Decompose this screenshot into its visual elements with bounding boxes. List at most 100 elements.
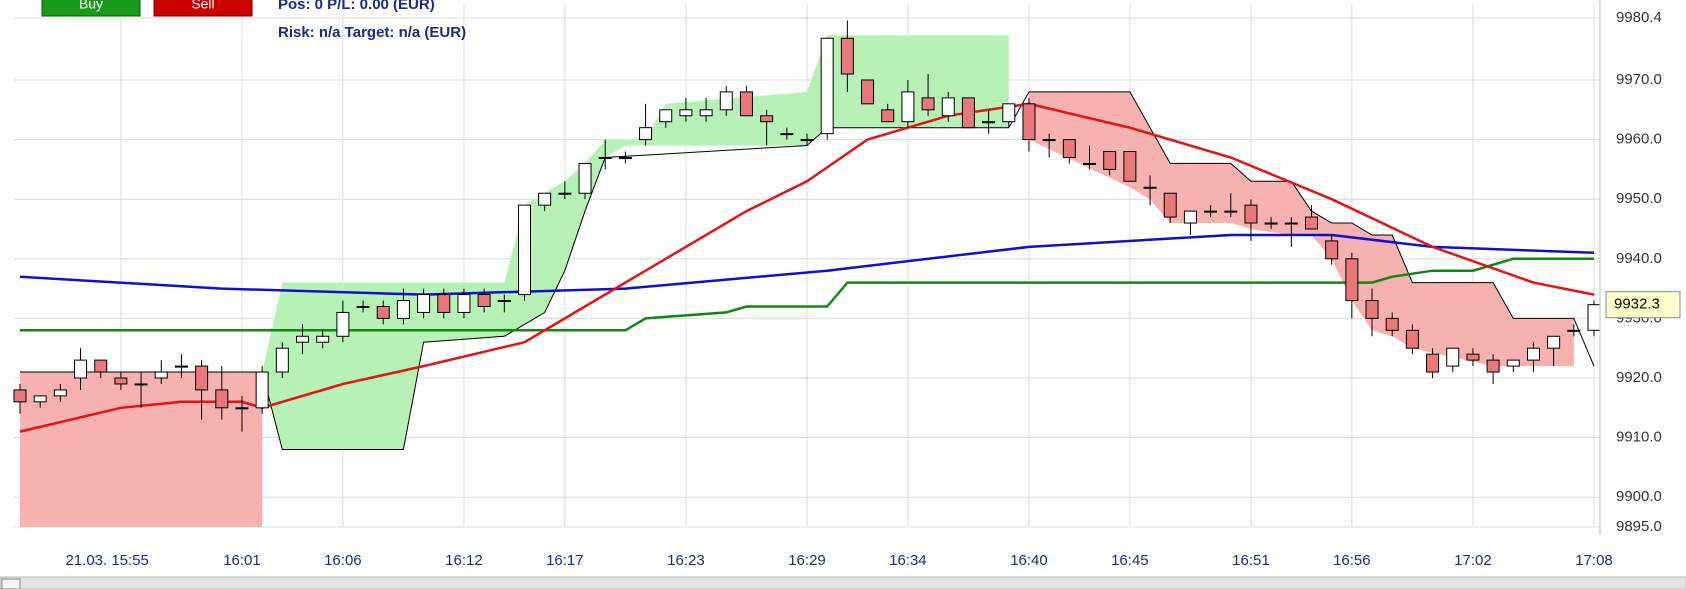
- candle-body: [982, 121, 996, 124]
- candle-body: [1022, 103, 1036, 141]
- candle-body: [316, 335, 330, 343]
- x-tick-label: 16:56: [1333, 552, 1371, 569]
- candle-body: [1345, 258, 1359, 302]
- candle-body: [1446, 347, 1460, 367]
- last-price-label: 9932.3: [1614, 296, 1660, 313]
- scrollbar[interactable]: [0, 576, 1686, 589]
- candle-body: [881, 109, 895, 123]
- sell-button-bg[interactable]: [153, 0, 253, 17]
- candle-body: [1103, 151, 1117, 170]
- x-tick-label: 16:12: [445, 552, 483, 569]
- candle-body: [1143, 186, 1157, 189]
- candle-body: [1304, 216, 1318, 230]
- indicator-line: [20, 91, 1595, 450]
- candle-body: [699, 109, 713, 117]
- candle-layer: [13, 20, 1601, 432]
- channel-area: [262, 35, 1009, 450]
- indicator-line: [19, 233, 1595, 296]
- candle-body: [618, 156, 632, 159]
- candle-body: [437, 294, 451, 313]
- candle-body: [1042, 139, 1056, 142]
- candle-body: [1547, 335, 1561, 349]
- sell-button-label[interactable]: Sell: [191, 0, 214, 12]
- candle-body: [538, 192, 552, 206]
- candle-body: [497, 300, 511, 303]
- candle-body: [114, 377, 128, 385]
- candle-body: [558, 192, 572, 195]
- candle-body: [275, 347, 289, 373]
- candle-body: [639, 127, 653, 141]
- candle-body: [296, 335, 310, 343]
- candle-body: [517, 204, 531, 296]
- candle-body: [396, 300, 410, 319]
- candle-body: [477, 294, 491, 307]
- candle-body: [376, 305, 390, 319]
- candle-body: [74, 359, 88, 379]
- y-tick-label: 9910.0: [1616, 429, 1662, 446]
- x-tick-label: 16:51: [1232, 552, 1270, 569]
- x-tick-label: 17:02: [1454, 552, 1492, 569]
- x-tick-label: 16:34: [889, 552, 927, 569]
- candle-body: [336, 311, 350, 337]
- candle-body: [1002, 103, 1016, 123]
- buy-button-label[interactable]: Buy: [79, 0, 103, 12]
- candle-body: [1365, 300, 1379, 319]
- candle-body: [598, 156, 612, 159]
- risk-info: Risk: n/a Target: n/a (EUR): [278, 24, 466, 41]
- buy-button[interactable]: Buy: [41, 0, 141, 17]
- candle-body: [1244, 204, 1258, 224]
- candle-body: [578, 162, 592, 194]
- candle-body: [1123, 151, 1137, 182]
- axis-layer: 9895.09900.09910.09920.09930.09940.09950…: [65, 0, 1681, 569]
- candle-body: [679, 109, 693, 117]
- candle-body: [94, 359, 108, 373]
- candle-body: [1083, 162, 1097, 165]
- channel-area: [1029, 91, 1574, 367]
- candle-body: [1587, 304, 1601, 331]
- y-tick-label: 9960.0: [1616, 131, 1662, 148]
- y-tick-label: 9920.0: [1616, 369, 1662, 386]
- sell-button[interactable]: Sell: [153, 0, 253, 17]
- x-tick-label: 16:01: [223, 552, 261, 569]
- candle-body: [13, 389, 27, 403]
- last-price-tag: [1605, 291, 1681, 319]
- candle-body: [1506, 359, 1520, 367]
- candle-body: [719, 91, 733, 111]
- candle-body: [820, 37, 834, 135]
- buy-button-bg[interactable]: [41, 0, 141, 17]
- x-tick-label: 16:29: [788, 552, 826, 569]
- indicator-line: [20, 257, 1594, 332]
- y-tick-label: 9895.0: [1616, 518, 1662, 535]
- y-tick-label: 9900.0: [1616, 488, 1662, 505]
- candle-body: [134, 383, 148, 386]
- candle-body: [941, 97, 955, 117]
- candle-body: [33, 395, 47, 403]
- candle-body: [1385, 317, 1399, 331]
- candle-body: [861, 79, 875, 105]
- candle-body: [961, 97, 975, 129]
- candle-body: [901, 91, 915, 123]
- candle-body: [215, 389, 229, 409]
- candle-body: [1264, 222, 1278, 225]
- area-layer: [20, 35, 1574, 527]
- candle-body: [1405, 329, 1419, 349]
- candle-body: [1567, 329, 1581, 332]
- x-tick-label: 16:17: [546, 552, 584, 569]
- candle-body: [1224, 210, 1238, 213]
- x-tick-label: 16:40: [1010, 552, 1048, 569]
- candle-body: [780, 133, 794, 136]
- candle-body: [235, 407, 249, 410]
- candle-body: [1062, 139, 1076, 158]
- scroll-button[interactable]: [1, 578, 21, 589]
- candle-body: [154, 371, 168, 379]
- candle-body: [921, 97, 935, 111]
- x-tick-label: 17:08: [1575, 552, 1613, 569]
- candle-body: [1466, 353, 1480, 361]
- candle-body: [1325, 240, 1339, 260]
- candle-body: [53, 389, 67, 397]
- candle-body: [760, 115, 774, 123]
- y-tick-label: 9940.0: [1616, 250, 1662, 267]
- y-tick-label: 9950.0: [1616, 190, 1662, 207]
- x-tick-label: 16:23: [667, 552, 705, 569]
